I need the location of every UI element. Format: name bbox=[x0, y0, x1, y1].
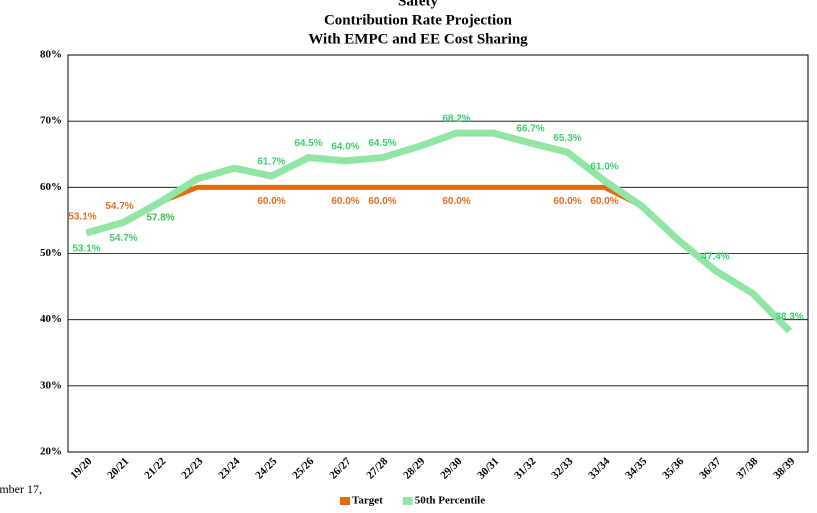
x-tick-label: 26/27 bbox=[327, 455, 354, 482]
data-label: 61.7% bbox=[257, 157, 285, 168]
chart-subtitle: With EMPC and EE Cost Sharing bbox=[308, 31, 528, 47]
y-tick-label: 40% bbox=[40, 313, 62, 325]
x-tick-label: 36/37 bbox=[697, 455, 724, 482]
data-label: 60.0% bbox=[442, 196, 470, 207]
data-label: 53.1% bbox=[68, 212, 96, 223]
x-tick-label: 30/31 bbox=[475, 455, 501, 481]
y-tick-label: 20% bbox=[40, 446, 62, 458]
data-label: 68.2% bbox=[442, 114, 470, 125]
x-tick-label: 22/23 bbox=[179, 455, 206, 482]
data-label: 60.0% bbox=[331, 196, 359, 207]
x-tick-label: 38/39 bbox=[771, 455, 798, 482]
x-tick-label: 21/22 bbox=[142, 455, 169, 482]
legend-swatch bbox=[402, 497, 413, 505]
data-label: 38.3% bbox=[775, 312, 803, 323]
data-label: 65.3% bbox=[553, 133, 581, 144]
data-label: 57.8% bbox=[146, 213, 174, 224]
footer: ember 17, bbox=[0, 482, 42, 496]
x-tick-label: 33/34 bbox=[586, 455, 613, 482]
y-tick-label: 30% bbox=[40, 379, 62, 391]
x-tick-label: 35/36 bbox=[660, 455, 687, 482]
x-tick-label: 34/35 bbox=[623, 455, 650, 482]
x-tick-label: 24/25 bbox=[253, 455, 280, 482]
x-tick-label: 23/24 bbox=[216, 455, 243, 482]
x-tick-label: 19/20 bbox=[68, 455, 95, 482]
data-label: 53.1% bbox=[72, 244, 100, 255]
chart-title: Safety bbox=[398, 0, 438, 9]
x-tick-label: 20/21 bbox=[105, 455, 131, 481]
data-label: 60.0% bbox=[257, 196, 285, 207]
legend-label: 50th Percentile bbox=[415, 495, 485, 507]
data-label: 64.5% bbox=[294, 138, 322, 149]
x-tick-label: 25/26 bbox=[290, 455, 317, 482]
data-label: 64.0% bbox=[331, 142, 359, 153]
y-tick-label: 50% bbox=[40, 247, 62, 259]
y-tick-label: 80% bbox=[40, 49, 62, 61]
data-label: 47.4% bbox=[701, 251, 729, 262]
data-label: 54.7% bbox=[105, 201, 133, 212]
data-label: 57.8% bbox=[146, 213, 174, 224]
chart-subtitle: Contribution Rate Projection bbox=[324, 12, 513, 28]
x-tick-label: 37/38 bbox=[734, 455, 761, 482]
y-tick-label: 60% bbox=[40, 181, 62, 193]
x-tick-label: 28/29 bbox=[401, 455, 428, 482]
series-line bbox=[85, 129, 792, 334]
data-label: 61.0% bbox=[590, 161, 618, 172]
data-label: 60.0% bbox=[368, 196, 396, 207]
x-tick-label: 31/32 bbox=[512, 455, 539, 482]
x-tick-label: 29/30 bbox=[438, 455, 465, 482]
x-tick-label: 27/28 bbox=[364, 455, 391, 482]
legend-label: Target bbox=[352, 495, 383, 507]
legend-swatch bbox=[340, 497, 350, 505]
x-tick-label: 32/33 bbox=[549, 455, 576, 482]
data-label: 60.0% bbox=[590, 196, 618, 207]
y-tick-label: 70% bbox=[40, 115, 62, 127]
data-label: 66.7% bbox=[516, 124, 544, 135]
series-line bbox=[85, 184, 792, 333]
data-label: 60.0% bbox=[553, 196, 581, 207]
data-label: 64.5% bbox=[368, 138, 396, 149]
data-label: 54.7% bbox=[109, 233, 137, 244]
